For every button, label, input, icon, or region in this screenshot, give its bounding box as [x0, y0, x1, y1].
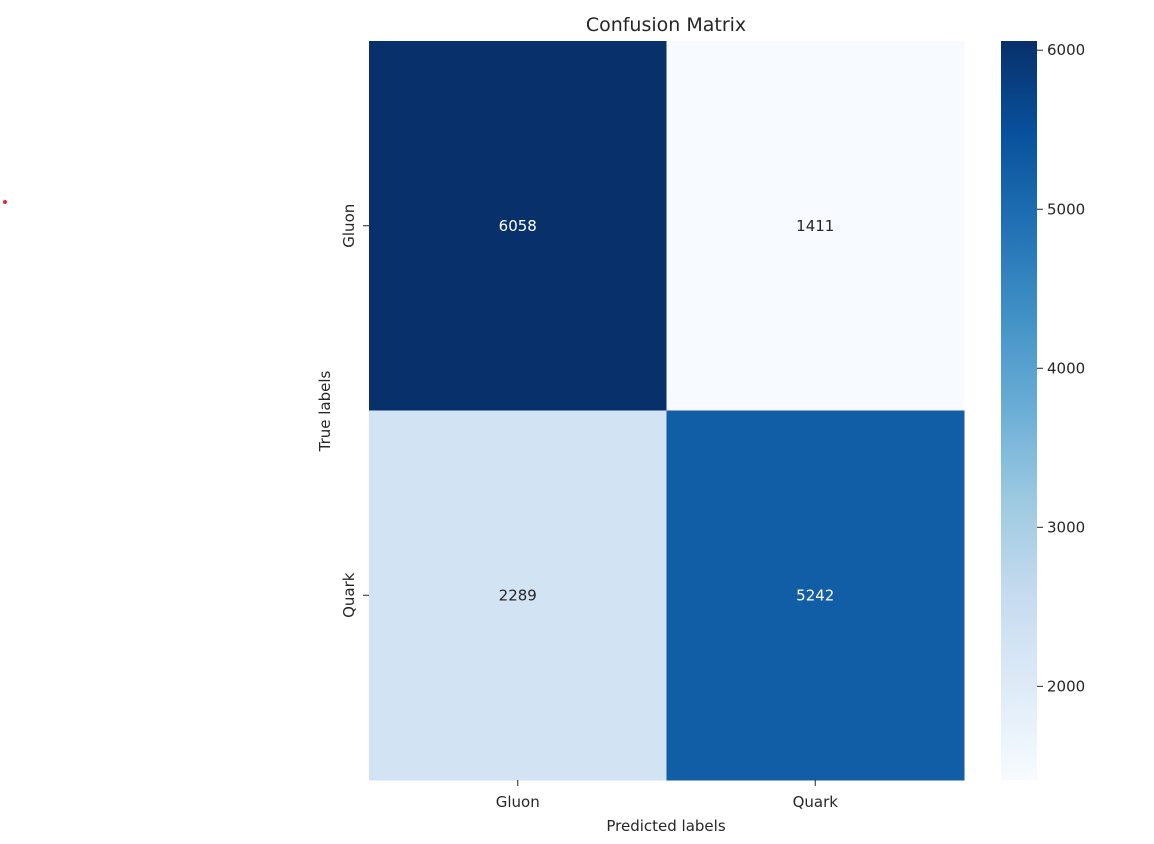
- colorbar-tick-label: 2000: [1047, 677, 1085, 695]
- colorbar-tick-label: 6000: [1047, 41, 1085, 59]
- heatmap-cell-quark-quark: [666, 410, 965, 781]
- x-tick-label: Quark: [793, 793, 839, 811]
- cell-value-label: 6058: [499, 217, 537, 235]
- y-tick-label: Quark: [340, 572, 358, 618]
- heatmap-cell-quark-gluon: [369, 410, 667, 781]
- y-axis-label: True labels: [316, 370, 334, 452]
- heatmap-cell-gluon-quark: [666, 41, 965, 411]
- y-tick-label: Gluon: [340, 204, 358, 248]
- heatmap-cell-gluon-gluon: [369, 41, 667, 411]
- colorbar-tick-label: 4000: [1047, 359, 1085, 377]
- x-axis-ticks: Gluon Quark: [496, 780, 838, 811]
- colorbar-tick-label: 5000: [1047, 200, 1085, 218]
- cell-value-label: 5242: [796, 586, 834, 604]
- colorbar: 2000 3000 4000 5000 6000: [1001, 41, 1085, 780]
- heatmap-cells: [369, 41, 965, 781]
- cell-value-label: 2289: [499, 586, 537, 604]
- x-axis-label: Predicted labels: [606, 817, 725, 835]
- colorbar-gradient: [1001, 41, 1037, 780]
- heatmap-cell-labels: 6058 1411 2289 5242: [499, 217, 835, 605]
- cell-value-label: 1411: [796, 217, 834, 235]
- colorbar-tick-label: 3000: [1047, 518, 1085, 536]
- chart-title: Confusion Matrix: [586, 14, 746, 36]
- red-dot-marker: [3, 200, 7, 204]
- y-axis-ticks: Gluon Quark: [340, 204, 369, 618]
- x-tick-label: Gluon: [496, 793, 540, 811]
